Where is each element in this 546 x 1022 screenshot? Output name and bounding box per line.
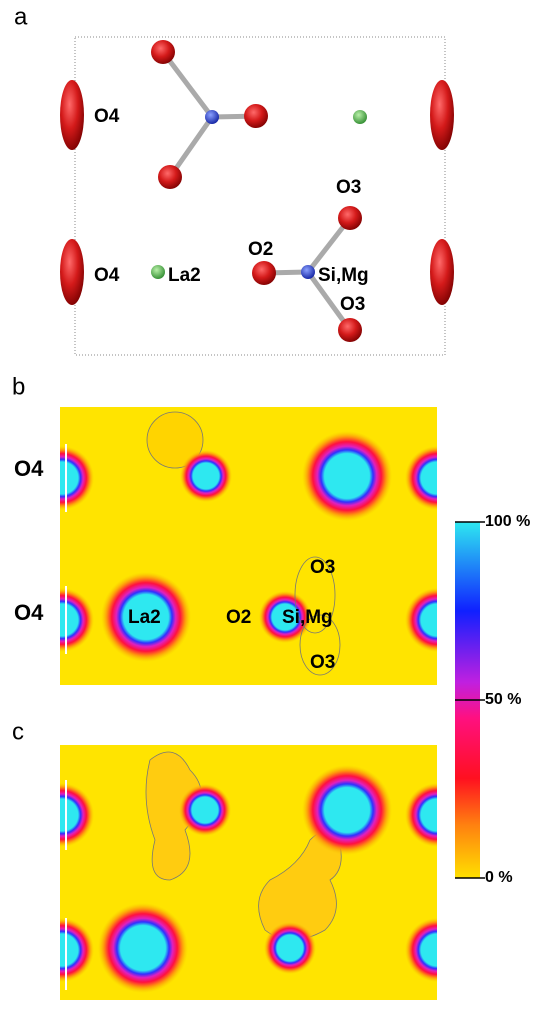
panel-label: a <box>14 3 28 30</box>
atom-label: O4 <box>94 265 120 286</box>
atom-label: O4 <box>14 600 44 625</box>
bonds <box>163 52 350 330</box>
density-map <box>30 407 469 685</box>
atom-label: Si,Mg <box>282 607 333 628</box>
panel-label: c <box>12 718 24 745</box>
atoms <box>60 40 454 342</box>
panel-label: b <box>12 373 25 400</box>
atom-label: Si,Mg <box>318 265 369 286</box>
colorbar-label: 50 % <box>485 691 521 708</box>
atom-label: O3 <box>310 557 335 578</box>
density-map <box>30 745 469 1000</box>
atom-label: O3 <box>336 177 361 198</box>
atom-label: O2 <box>248 239 273 260</box>
atom-label: O3 <box>340 294 365 315</box>
atom-label: O4 <box>94 106 120 127</box>
atom-label: La2 <box>168 265 201 286</box>
unit-cell <box>75 37 445 355</box>
atom-label: O4 <box>14 456 44 481</box>
atom-label: La2 <box>128 607 161 628</box>
atom-label: O2 <box>226 607 251 628</box>
atom-label: O3 <box>310 652 335 673</box>
figure: a O4 O4 La2 O2 Si,Mg O3 O3 b O4 <box>0 0 546 1022</box>
colorbar-label: 0 % <box>485 869 513 886</box>
colorbar-label: 100 % <box>485 513 530 530</box>
